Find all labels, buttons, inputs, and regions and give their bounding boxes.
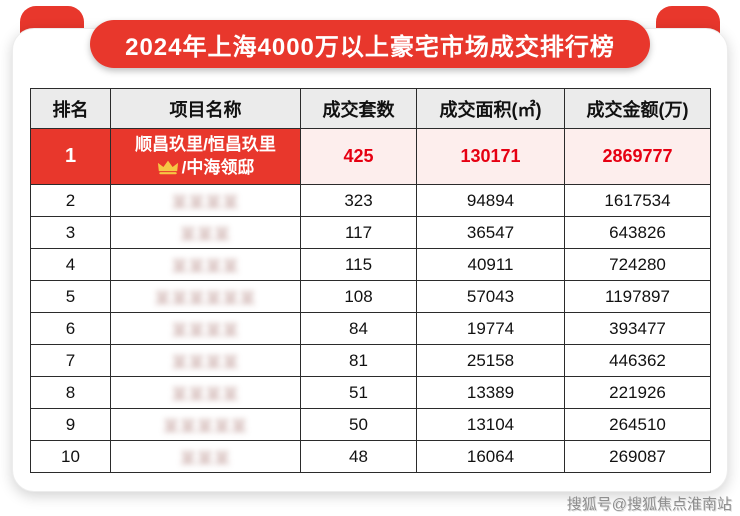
project-name-cell: 某某某某 (110, 248, 301, 281)
table-row: 3 某某某 117 36547 643826 (30, 216, 711, 249)
project-name-line2: /中海领邸 (181, 157, 255, 177)
project-name-cell: 某某某某某 (110, 408, 301, 441)
blurred-project-name: 某某某 (179, 450, 231, 468)
area-cell: 16064 (416, 440, 565, 473)
project-name-cell: 某某某 (110, 440, 301, 473)
table-row: 10 某某某 48 16064 269087 (30, 440, 711, 473)
table-row: 9 某某某某某 50 13104 264510 (30, 408, 711, 441)
amount-cell: 446362 (564, 344, 711, 377)
table-row: 8 某某某某 51 13389 221926 (30, 376, 711, 409)
rank-cell: 8 (30, 376, 111, 409)
rank-cell: 4 (30, 248, 111, 281)
header-units: 成交套数 (300, 88, 417, 129)
crown-icon (157, 160, 179, 175)
rank-cell: 2 (30, 184, 111, 217)
table-row: 6 某某某某 84 19774 393477 (30, 312, 711, 345)
project-name-cell: 某某某某 (110, 184, 301, 217)
area-cell: 13104 (416, 408, 565, 441)
units-cell: 48 (300, 440, 417, 473)
units-cell: 108 (300, 280, 417, 313)
area-cell: 19774 (416, 312, 565, 345)
amount-cell: 1197897 (564, 280, 711, 313)
blurred-project-name: 某某某某 (171, 194, 240, 212)
blurred-project-name: 某某某某 (171, 258, 240, 276)
table-row: 5 某某某某某某 108 57043 1197897 (30, 280, 711, 313)
units-cell: 115 (300, 248, 417, 281)
project-name-cell: 某某某某 (110, 344, 301, 377)
amount-cell: 269087 (564, 440, 711, 473)
rank-cell: 6 (30, 312, 111, 345)
header-amount: 成交金额(万) (564, 88, 711, 129)
amount-cell: 1617534 (564, 184, 711, 217)
area-cell: 25158 (416, 344, 565, 377)
area-cell: 36547 (416, 216, 565, 249)
amount-cell: 264510 (564, 408, 711, 441)
project-name-line1: 顺昌玖里/恒昌玖里 (135, 135, 276, 155)
area-cell: 94894 (416, 184, 565, 217)
area-cell: 130171 (416, 128, 565, 185)
table-row: 4 某某某某 115 40911 724280 (30, 248, 711, 281)
blurred-project-name: 某某某 (179, 226, 231, 244)
page-title: 2024年上海4000万以上豪宅市场成交排行榜 (90, 20, 650, 68)
units-cell: 50 (300, 408, 417, 441)
table-row-rank1: 1 顺昌玖里/恒昌玖里 /中海领邸 425 (30, 128, 711, 185)
amount-cell: 643826 (564, 216, 711, 249)
units-cell: 425 (300, 128, 417, 185)
project-name-cell: 某某某某 (110, 312, 301, 345)
amount-cell: 724280 (564, 248, 711, 281)
watermark-text: 搜狐号@搜狐焦点淮南站 (566, 496, 732, 513)
table-row: 7 某某某某 81 25158 446362 (30, 344, 711, 377)
rank-cell: 1 (30, 128, 111, 185)
project-name-cell: 某某某某某某 (110, 280, 301, 313)
units-cell: 323 (300, 184, 417, 217)
units-cell: 51 (300, 376, 417, 409)
table-row: 2 某某某某 323 94894 1617534 (30, 184, 711, 217)
header-name: 项目名称 (110, 88, 301, 129)
units-cell: 84 (300, 312, 417, 345)
blurred-project-name: 某某某某 (171, 322, 240, 340)
rank-cell: 5 (30, 280, 111, 313)
header-row: 排名 项目名称 成交套数 成交面积(㎡) 成交金额(万) (30, 88, 711, 129)
project-name-cell: 顺昌玖里/恒昌玖里 /中海领邸 (110, 128, 301, 185)
amount-cell: 393477 (564, 312, 711, 345)
rank-cell: 3 (30, 216, 111, 249)
area-cell: 57043 (416, 280, 565, 313)
units-cell: 81 (300, 344, 417, 377)
amount-cell: 2869777 (564, 128, 711, 185)
blurred-project-name: 某某某某 (171, 386, 240, 404)
rank-cell: 10 (30, 440, 111, 473)
blurred-project-name: 某某某某某 (162, 418, 248, 436)
header-rank: 排名 (30, 88, 111, 129)
project-name-cell: 某某某 (110, 216, 301, 249)
units-cell: 117 (300, 216, 417, 249)
area-cell: 13389 (416, 376, 565, 409)
rank-cell: 9 (30, 408, 111, 441)
area-cell: 40911 (416, 248, 565, 281)
rank-cell: 7 (30, 344, 111, 377)
header-area: 成交面积(㎡) (416, 88, 565, 129)
blurred-project-name: 某某某某 (171, 354, 240, 372)
blurred-project-name: 某某某某某某 (154, 290, 257, 308)
project-name-cell: 某某某某 (110, 376, 301, 409)
amount-cell: 221926 (564, 376, 711, 409)
ranking-table: 排名 项目名称 成交套数 成交面积(㎡) 成交金额(万) 1 顺昌玖里/恒昌玖里 (30, 88, 711, 473)
